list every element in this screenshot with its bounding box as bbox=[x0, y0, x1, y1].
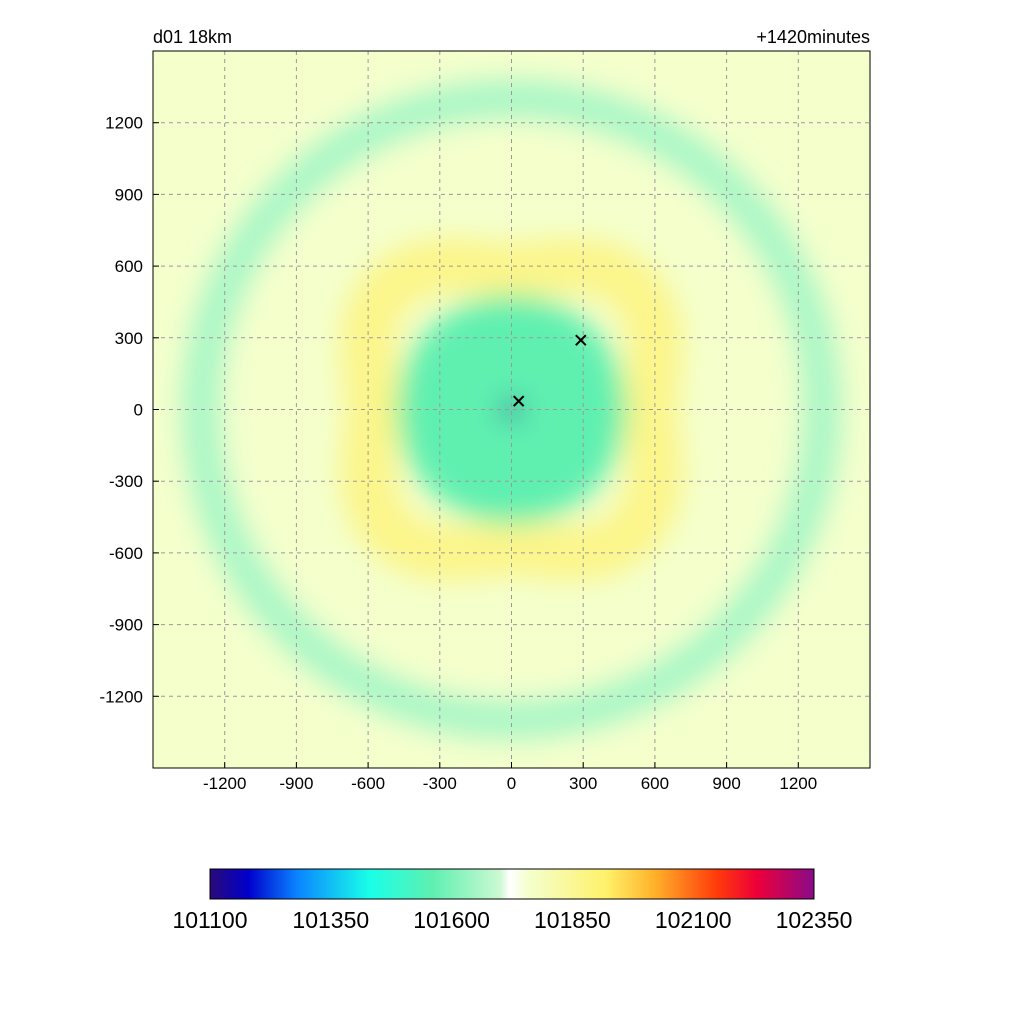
y-tick-label: 300 bbox=[115, 329, 143, 348]
storm-center-marker bbox=[512, 395, 525, 407]
colorbar-tick-label: 102350 bbox=[776, 907, 853, 933]
y-tick-label: 1200 bbox=[105, 114, 143, 133]
colorbar-tick-label: 101600 bbox=[413, 907, 490, 933]
y-tick-label: 0 bbox=[134, 401, 143, 420]
colorbar-tick-label: 101100 bbox=[172, 907, 247, 933]
axes: -1200 -900 -600 -300 0 300 600 900 1200 1200 900 60… bbox=[100, 114, 818, 793]
y-tick-label: -900 bbox=[109, 616, 143, 635]
storm-markers bbox=[512, 334, 587, 407]
x-tick-label: 0 bbox=[507, 774, 516, 793]
x-tick-label: 600 bbox=[641, 774, 669, 793]
x-tick-label: 1200 bbox=[779, 774, 817, 793]
chart-title-left: d01 18km bbox=[153, 27, 232, 47]
x-tick-label: -900 bbox=[279, 774, 313, 793]
y-tick-label: 600 bbox=[115, 257, 143, 276]
colorbar-tick-label: 102100 bbox=[655, 907, 732, 933]
y-tick-label: 900 bbox=[115, 185, 143, 204]
x-tick-label: -600 bbox=[351, 774, 385, 793]
colorbar: 101100 101350 101600 101850 102100 102350 bbox=[172, 868, 853, 933]
y-tick-label: -300 bbox=[109, 472, 143, 491]
colorbar-gradient bbox=[209, 868, 815, 900]
x-tick-label: 900 bbox=[712, 774, 740, 793]
colorbar-tick-label: 101850 bbox=[534, 907, 611, 933]
field-ring-1 bbox=[182, 80, 841, 739]
y-tick-label: -1200 bbox=[100, 687, 143, 706]
x-tick-label: -1200 bbox=[203, 774, 246, 793]
storm-center-marker bbox=[575, 334, 587, 346]
y-tick-label: -600 bbox=[109, 544, 143, 563]
plot-area bbox=[153, 51, 870, 768]
x-tick-label: -300 bbox=[423, 774, 457, 793]
x-tick-label: 300 bbox=[569, 774, 597, 793]
colorbar-tick-label: 101350 bbox=[292, 907, 369, 933]
pressure-field bbox=[182, 80, 841, 739]
chart-title-right: +1420minutes bbox=[756, 27, 870, 47]
